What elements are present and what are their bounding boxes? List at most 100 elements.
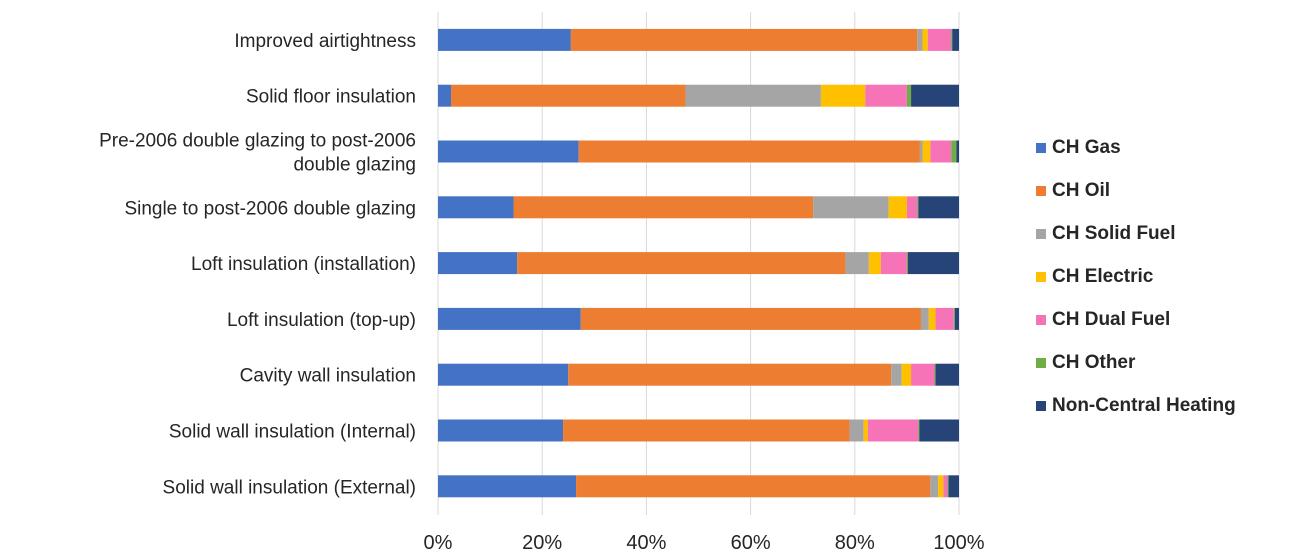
bar-segment xyxy=(917,196,919,219)
legend-item: CH Solid Fuel xyxy=(1036,212,1291,255)
bar-segment xyxy=(888,196,907,219)
legend-item: Non-Central Heating xyxy=(1036,384,1291,427)
x-tick-label: 20% xyxy=(522,532,562,553)
bar-segment xyxy=(938,475,944,498)
bar-segment xyxy=(943,475,948,498)
bar-segment xyxy=(901,363,912,386)
legend-swatch xyxy=(1036,314,1046,325)
bar-segment xyxy=(685,84,821,107)
category-label: Solid wall insulation (External) xyxy=(163,477,416,498)
bar-segment xyxy=(948,475,959,498)
bar-segment xyxy=(911,363,935,386)
bar-segment xyxy=(438,307,581,330)
bar-segment xyxy=(568,363,892,386)
bar-segment xyxy=(930,140,952,163)
category-label: Improved airtightness xyxy=(234,31,416,52)
bar-segment xyxy=(820,84,866,107)
bar-segment xyxy=(935,363,959,386)
legend-item: CH Electric xyxy=(1036,255,1291,298)
bar-segment xyxy=(952,28,959,51)
bar-segment xyxy=(919,419,959,442)
bar-segment xyxy=(891,363,902,386)
legend-swatch xyxy=(1036,271,1046,282)
legend-swatch xyxy=(1036,400,1046,411)
legend-label: Non-Central Heating xyxy=(1052,394,1236,416)
legend-label: CH Electric xyxy=(1052,265,1154,287)
bar-segment xyxy=(947,475,949,498)
bar-segment xyxy=(438,363,569,386)
bar-segment xyxy=(849,419,864,442)
x-tick-label: 0% xyxy=(424,532,453,553)
bar-segment xyxy=(813,196,889,219)
bar-segment xyxy=(928,307,936,330)
category-labels: Improved airtightness Solid floor insulat… xyxy=(99,31,416,498)
category-label: Loft insulation (top-up) xyxy=(227,310,416,331)
x-tick-label: 100% xyxy=(933,532,984,553)
bar-segment xyxy=(911,84,959,107)
bar-segment xyxy=(918,419,920,442)
x-tick-label: 80% xyxy=(835,532,875,553)
bar-segment xyxy=(438,28,571,51)
legend-swatch xyxy=(1036,142,1046,153)
category-label: Solid floor insulation xyxy=(246,87,416,108)
bar-segment xyxy=(919,140,923,163)
bar-segment xyxy=(513,196,814,219)
bar-segment xyxy=(922,28,928,51)
bar-segment xyxy=(922,140,931,163)
bar-segment xyxy=(920,307,929,330)
category-label: Single to post-2006 double glazing xyxy=(124,198,416,219)
legend-item: CH Gas xyxy=(1036,126,1291,169)
bar-segment xyxy=(953,307,955,330)
bars xyxy=(438,28,959,498)
category-label: Solid wall insulation (Internal) xyxy=(169,422,416,443)
bar-segment xyxy=(438,252,518,275)
legend-label: CH Dual Fuel xyxy=(1052,308,1171,330)
category-label: Cavity wall insulation xyxy=(240,366,416,387)
bar-segment xyxy=(954,307,959,330)
legend: CH Gas CH Oil CH Solid Fuel CH Electric CH D… xyxy=(1036,126,1291,427)
legend-item: CH Dual Fuel xyxy=(1036,298,1291,341)
bar-segment xyxy=(580,307,921,330)
legend-item: CH Oil xyxy=(1036,169,1291,212)
category-label: double glazing xyxy=(293,155,416,176)
bar-segment xyxy=(907,252,959,275)
bar-segment xyxy=(438,196,514,219)
bar-segment xyxy=(451,84,686,107)
bar-segment xyxy=(934,363,936,386)
legend-label: CH Solid Fuel xyxy=(1052,222,1176,244)
bar-segment xyxy=(576,475,931,498)
bar-segment xyxy=(951,28,953,51)
legend-label: CH Gas xyxy=(1052,136,1121,158)
x-tick-label: 60% xyxy=(731,532,771,553)
bar-segment xyxy=(570,28,918,51)
legend-swatch xyxy=(1036,185,1046,196)
category-label: Pre-2006 double glazing to post-2006 xyxy=(99,131,416,152)
bar-segment xyxy=(917,28,923,51)
bar-segment xyxy=(906,196,918,219)
bar-segment xyxy=(438,419,564,442)
bar-segment xyxy=(863,419,868,442)
category-label: Loft insulation (installation) xyxy=(191,254,416,275)
x-tick-labels: 0% 20% 40% 60% 80% 100% xyxy=(424,532,985,553)
bar-segment xyxy=(868,252,881,275)
bar-segment xyxy=(956,140,959,163)
bar-segment xyxy=(438,84,452,107)
legend-label: CH Other xyxy=(1052,351,1136,373)
bar-segment xyxy=(438,140,579,163)
bar-segment xyxy=(906,84,912,107)
bar-segment xyxy=(845,252,869,275)
bar-segment xyxy=(918,196,959,219)
bar-segment xyxy=(867,419,919,442)
bar-segment xyxy=(517,252,846,275)
bar-segment xyxy=(906,252,908,275)
bar-segment xyxy=(951,140,957,163)
bar-segment xyxy=(578,140,920,163)
bar-segment xyxy=(438,475,577,498)
x-tick-label: 40% xyxy=(626,532,666,553)
legend-item: CH Other xyxy=(1036,341,1291,384)
legend-swatch xyxy=(1036,228,1046,239)
bar-segment xyxy=(563,419,850,442)
legend-label: CH Oil xyxy=(1052,179,1111,201)
